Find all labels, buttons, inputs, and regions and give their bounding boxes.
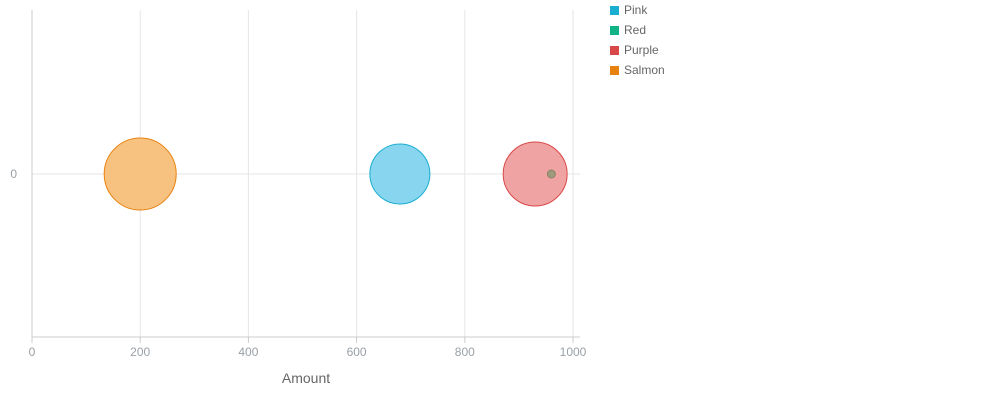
x-tick-label: 200 xyxy=(130,345,150,359)
legend-swatch-salmon xyxy=(610,66,619,75)
legend-label-red: Red xyxy=(624,23,646,37)
x-tick-label: 0 xyxy=(29,345,36,359)
legend-swatch-purple xyxy=(610,46,619,55)
marks-layer xyxy=(103,137,568,211)
x-tick-label: 800 xyxy=(455,345,475,359)
axis-layer: 0 200 400 600 800 1000 0 xyxy=(10,10,587,359)
x-tick-label: 1000 xyxy=(560,345,587,359)
legend-label-salmon: Salmon xyxy=(624,63,665,77)
highlight-point xyxy=(546,169,556,179)
bubble-pink xyxy=(369,143,431,205)
legend-label-pink: Pink xyxy=(624,3,648,17)
x-tick-label: 600 xyxy=(347,345,367,359)
legend-swatch-red xyxy=(610,26,619,35)
legend: Pink Red Purple Salmon xyxy=(610,3,665,77)
x-axis-title: Amount xyxy=(282,370,330,386)
bubble-purple xyxy=(502,141,568,207)
legend-label-purple: Purple xyxy=(624,43,659,57)
bubble-salmon xyxy=(103,137,177,211)
y-tick-label: 0 xyxy=(10,167,17,181)
x-tick-label: 400 xyxy=(238,345,258,359)
legend-swatch-pink xyxy=(610,6,619,15)
